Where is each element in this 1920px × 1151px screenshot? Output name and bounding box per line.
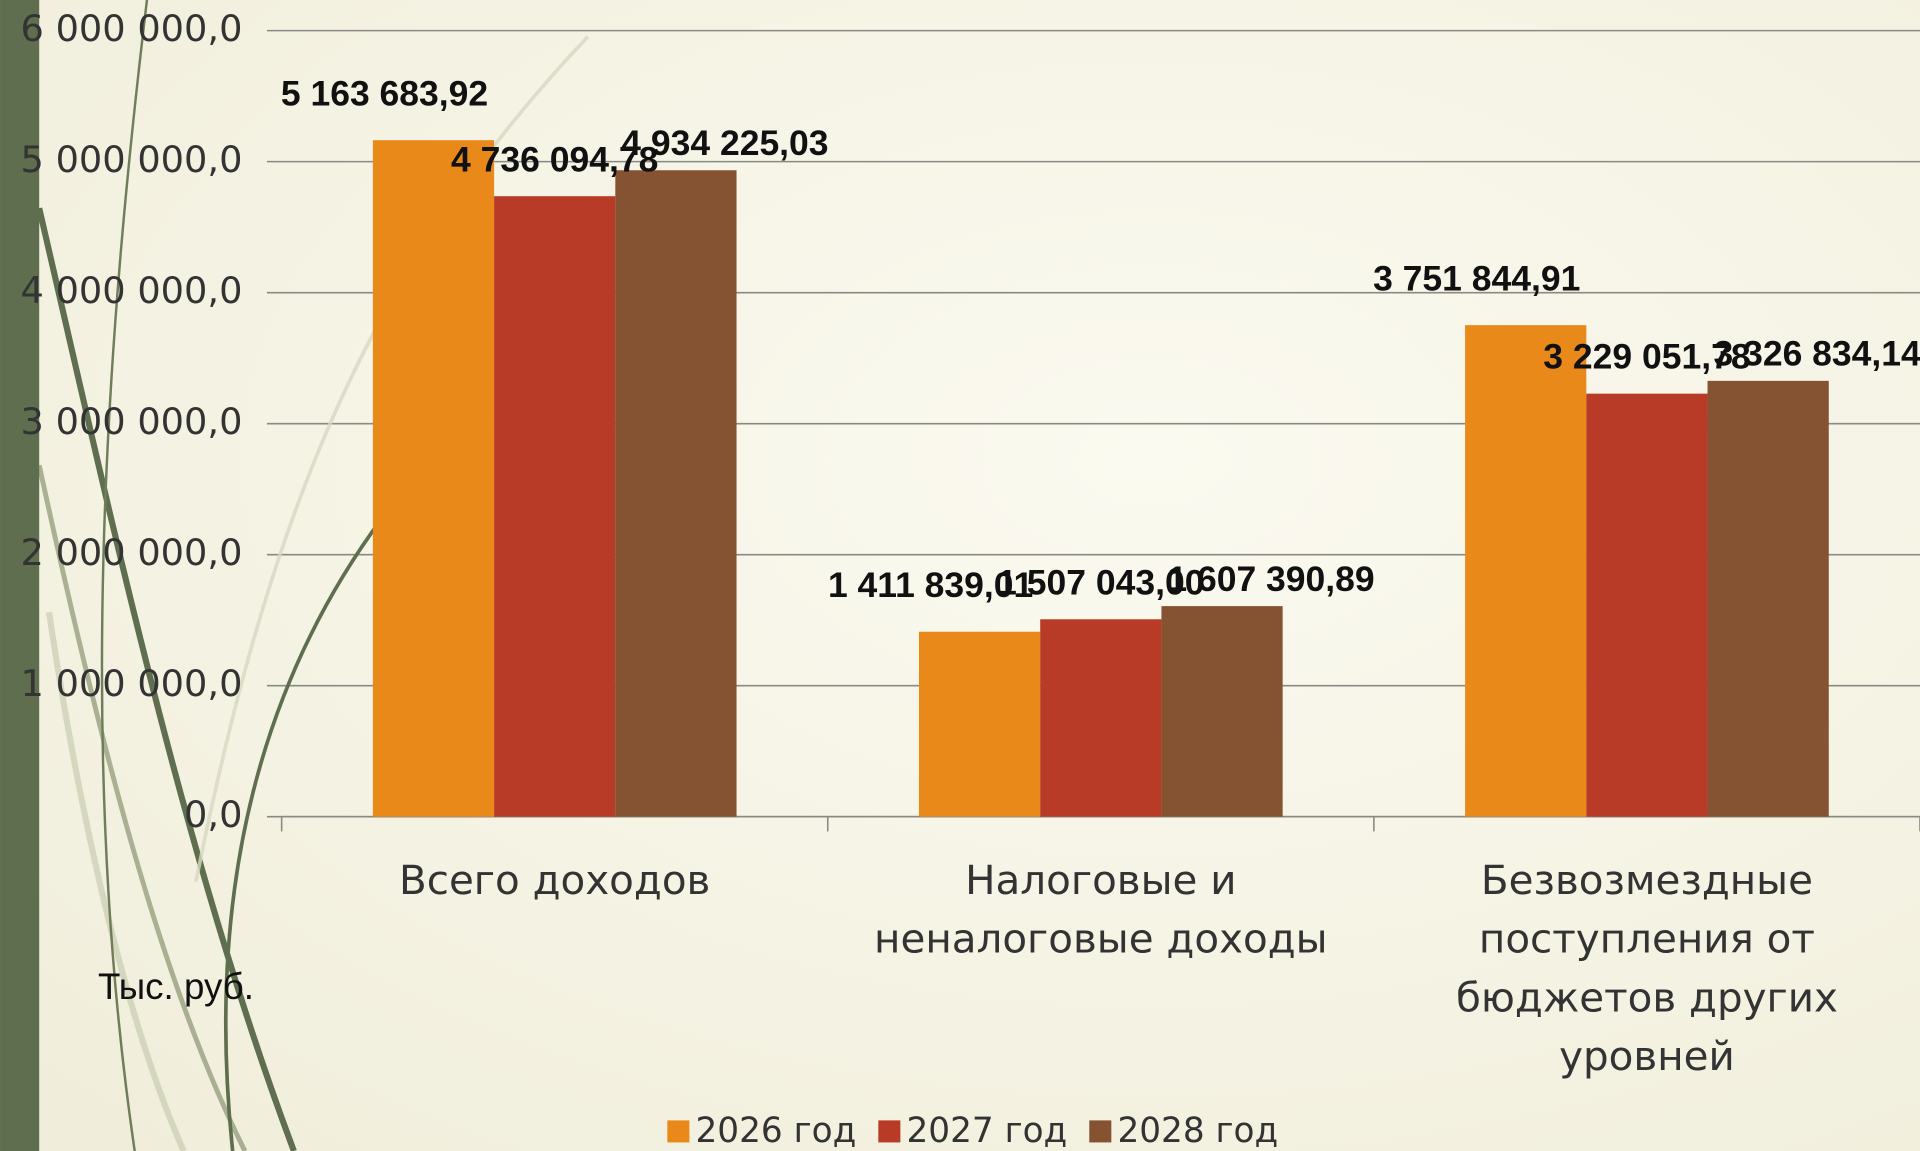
bar	[1708, 381, 1829, 817]
x-tick-label-box: Безвозмездные поступления от бюджетов др…	[1398, 851, 1895, 1096]
value-label: 3 751 844,91	[1373, 258, 1580, 298]
y-tick-label: 4 000 000,0	[21, 269, 243, 312]
x-tick-label: Всего доходов	[306, 851, 803, 910]
value-label: 4 934 225,03	[621, 123, 828, 163]
y-tick-label: 6 000 000,0	[21, 7, 243, 50]
bar	[1161, 606, 1282, 817]
x-tick-label-box: Налоговые и неналоговые доходы	[852, 851, 1349, 1096]
bar	[919, 632, 1040, 817]
bar	[1040, 619, 1161, 816]
y-unit-label: Тыс. руб.	[98, 966, 254, 1007]
legend-label: 2026 год	[696, 1111, 857, 1151]
y-tick-label: 1 000 000,0	[21, 662, 243, 705]
value-label: 5 163 683,92	[281, 73, 488, 113]
y-tick-label: 5 000 000,0	[21, 138, 243, 181]
bar	[615, 170, 736, 816]
y-tick-label: 3 000 000,0	[21, 400, 243, 443]
chart: Тыс. руб. 0,0 1 000 000,0 2 000 000,0 3 000…	[0, 0, 1920, 1151]
bar	[1465, 325, 1586, 817]
value-label: 1 607 390,89	[1167, 559, 1374, 599]
value-label: 3 326 834,14	[1713, 334, 1920, 374]
bar	[1586, 394, 1707, 817]
x-tick-label: Безвозмездные поступления от бюджетов др…	[1398, 851, 1895, 1086]
y-tick-label: 2 000 000,0	[21, 531, 243, 574]
x-tick-label: Налоговые и неналоговые доходы	[852, 851, 1349, 969]
legend-swatch	[667, 1120, 689, 1142]
x-tick-label-box: Всего доходов	[306, 851, 803, 1096]
legend-label: 2028 год	[1117, 1111, 1278, 1151]
legend-swatch	[878, 1120, 900, 1142]
page: {"chart_data": {"type": "bar", "ylabel":…	[0, 0, 1920, 1151]
legend-label: 2027 год	[906, 1111, 1067, 1151]
bar	[373, 140, 494, 817]
bar	[494, 196, 615, 817]
legend-swatch	[1089, 1120, 1111, 1142]
y-tick-label: 0,0	[184, 793, 242, 836]
